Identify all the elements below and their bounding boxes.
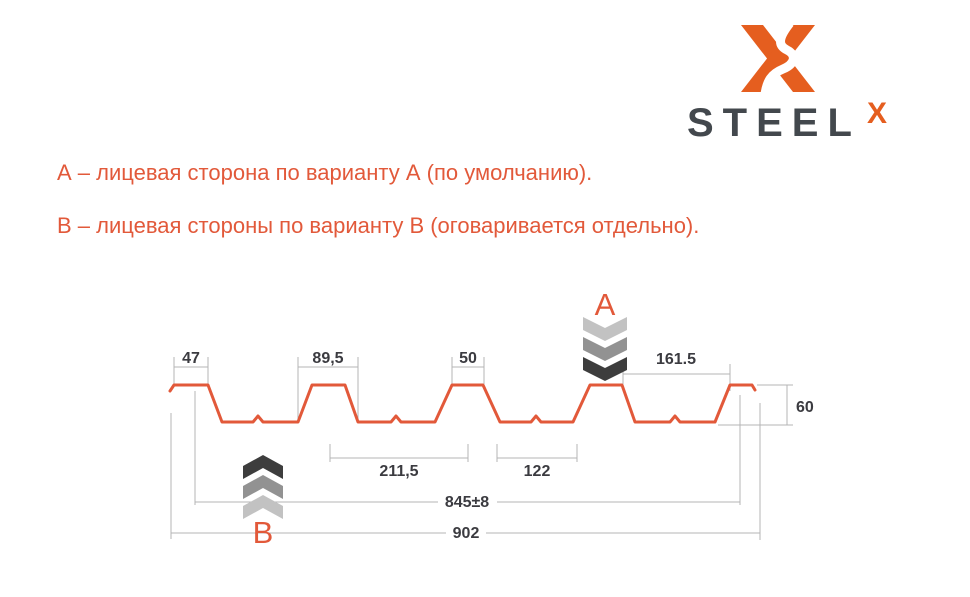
legend-line-b: В – лицевая стороны по варианту В (огова… <box>57 213 700 238</box>
dim-label-60: 60 <box>796 399 814 416</box>
logo-s-cut <box>760 25 798 92</box>
dim-label-50: 50 <box>459 350 477 367</box>
dim-edge-rib-top-width: 47 <box>173 350 209 384</box>
steelx-x-mark-icon <box>741 25 815 92</box>
legend-line-a: А – лицевая сторона по варианту А (по ум… <box>57 160 593 185</box>
dim-rib-top-width: 50 <box>451 350 485 384</box>
dim-label-211-5: 211,5 <box>379 463 418 480</box>
dim-label-47: 47 <box>182 350 200 367</box>
side-b-chevrons-icon <box>243 455 283 519</box>
dim-rib-base-width: 89,5 <box>297 350 359 420</box>
brand-sup-x: X <box>867 97 888 130</box>
profile-outline <box>168 383 757 424</box>
dim-valley-width: 122 <box>496 444 578 480</box>
extension-lines <box>170 391 761 540</box>
dim-label-122: 122 <box>524 463 551 480</box>
dim-label-845: 845±8 <box>445 494 489 511</box>
side-a-label: А <box>595 287 616 322</box>
logo-diagonal-2 <box>741 25 815 92</box>
logo: STEEL X <box>687 25 907 150</box>
dim-rib-gap-top: 161.5 <box>622 351 731 391</box>
dim-working-width: 845±8 <box>195 494 740 511</box>
dim-profile-height: 60 <box>718 384 814 426</box>
dim-overall-width: 902 <box>171 525 760 542</box>
dim-rib-pitch: 211,5 <box>329 444 469 480</box>
dim-label-902: 902 <box>453 525 480 542</box>
side-b-label: В <box>253 515 274 550</box>
side-b-marker: В <box>243 455 283 550</box>
dim-label-89-5: 89,5 <box>312 350 343 367</box>
side-a-marker: А <box>583 287 627 381</box>
dim-label-161-5: 161.5 <box>656 351 696 368</box>
brand-wordmark: STEEL <box>687 101 861 145</box>
side-a-chevrons-icon <box>583 317 627 381</box>
